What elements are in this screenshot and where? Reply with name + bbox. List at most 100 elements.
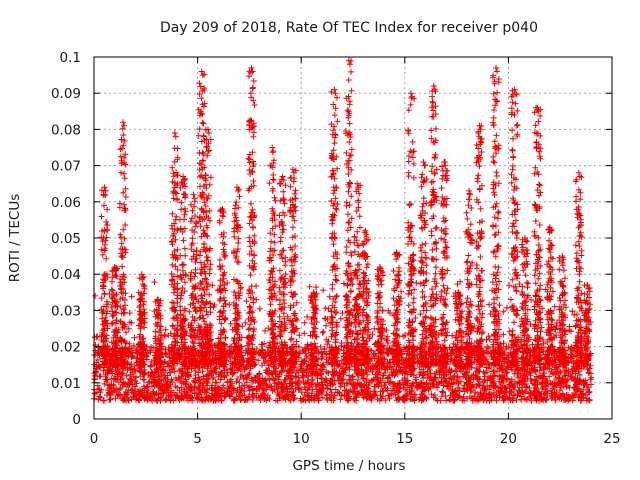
data-point (159, 390, 166, 397)
data-point (309, 372, 316, 379)
data-point (518, 396, 525, 403)
data-point (235, 204, 242, 211)
data-point (157, 386, 164, 393)
data-point (337, 380, 344, 386)
data-point (110, 375, 117, 382)
data-point (482, 386, 489, 393)
data-point (231, 289, 238, 295)
data-point (103, 218, 110, 225)
data-point (320, 328, 327, 335)
data-point (162, 367, 169, 374)
data-point (295, 369, 302, 376)
data-point (567, 372, 574, 379)
data-point (182, 252, 189, 259)
data-point (453, 379, 459, 386)
data-point (319, 394, 326, 401)
data-point (500, 340, 507, 347)
data-point (216, 257, 223, 263)
data-point (119, 125, 126, 132)
data-point (197, 270, 204, 276)
data-point (350, 389, 356, 396)
data-point (352, 384, 359, 391)
data-point (98, 213, 105, 220)
data-point (106, 396, 113, 403)
data-point (413, 374, 420, 381)
data-point (379, 375, 386, 382)
data-point (103, 255, 110, 262)
data-point (197, 223, 204, 230)
data-point (192, 259, 199, 265)
data-point (222, 334, 229, 341)
data-point (120, 119, 126, 126)
data-point (139, 274, 146, 281)
data-point (186, 308, 193, 315)
data-point (108, 304, 115, 311)
data-point (315, 397, 322, 404)
data-point (198, 281, 205, 288)
data-point (579, 392, 586, 399)
data-point (386, 395, 393, 402)
data-point (263, 386, 270, 393)
data-point (206, 130, 212, 136)
data-point (131, 363, 138, 370)
data-point (174, 299, 181, 306)
data-point (437, 366, 444, 372)
data-point (169, 210, 176, 217)
data-point (123, 391, 130, 398)
data-point (319, 329, 326, 336)
data-point (346, 372, 352, 379)
data-point (241, 366, 248, 373)
data-point (209, 282, 216, 289)
data-point (236, 193, 243, 200)
data-point (161, 331, 168, 338)
data-point (178, 199, 185, 206)
data-point (490, 368, 497, 375)
data-point (442, 378, 449, 385)
data-point (181, 245, 188, 252)
data-point (173, 213, 180, 220)
data-point (199, 368, 206, 375)
data-point (136, 367, 143, 374)
data-point (434, 397, 441, 404)
data-point (384, 375, 391, 382)
data-point (288, 335, 295, 342)
data-point (212, 365, 219, 372)
data-point (449, 332, 456, 339)
data-point (98, 295, 105, 302)
data-point (448, 367, 455, 374)
data-point (551, 303, 558, 310)
data-point (201, 240, 208, 247)
data-point (417, 379, 424, 386)
data-point (101, 290, 108, 297)
data-point (92, 292, 99, 299)
data-point (170, 289, 177, 296)
data-point (407, 371, 414, 378)
data-point (515, 374, 522, 381)
data-point (245, 155, 252, 162)
data-point (200, 120, 207, 127)
data-point (446, 397, 453, 403)
data-point (539, 386, 546, 392)
data-point (170, 195, 177, 202)
data-point (536, 367, 543, 374)
data-point (190, 191, 197, 198)
data-point (553, 376, 559, 382)
data-point (323, 368, 330, 375)
data-point (484, 343, 491, 350)
data-point (428, 391, 435, 398)
data-point (120, 142, 127, 149)
data-point (483, 364, 490, 371)
data-point (443, 397, 450, 404)
data-point (121, 235, 128, 242)
data-point (486, 391, 493, 398)
data-point (192, 379, 199, 386)
data-point (562, 396, 569, 403)
data-point (181, 279, 188, 286)
data-point (234, 376, 241, 382)
data-point (524, 284, 531, 291)
data-point (293, 338, 300, 345)
data-point (250, 78, 257, 84)
data-point (496, 302, 503, 309)
data-point (147, 372, 154, 379)
